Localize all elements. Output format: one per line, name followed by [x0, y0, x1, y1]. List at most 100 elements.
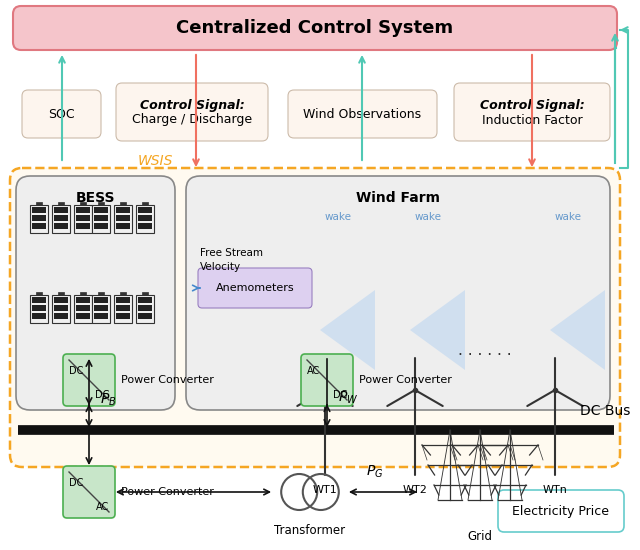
FancyBboxPatch shape	[22, 90, 101, 138]
Text: Power Converter: Power Converter	[121, 487, 214, 497]
Bar	[138, 297, 152, 303]
Bar	[136, 205, 154, 233]
Text: Charge / Discharge: Charge / Discharge	[132, 113, 252, 127]
Bar	[116, 305, 130, 311]
Text: $P_G$: $P_G$	[366, 464, 384, 480]
Bar	[116, 297, 130, 303]
Text: Induction Factor: Induction Factor	[482, 113, 582, 127]
Bar	[54, 215, 68, 221]
Bar	[32, 223, 46, 229]
Bar	[76, 223, 90, 229]
Bar	[94, 297, 108, 303]
Bar	[98, 202, 104, 205]
Bar	[92, 295, 110, 323]
Bar	[54, 297, 68, 303]
Bar	[116, 313, 130, 319]
Text: WT2: WT2	[403, 485, 428, 495]
Bar	[138, 313, 152, 319]
Bar	[138, 305, 152, 311]
FancyBboxPatch shape	[10, 168, 620, 467]
Bar	[80, 292, 86, 295]
Text: Wind Farm: Wind Farm	[356, 191, 440, 205]
Text: DC: DC	[95, 390, 109, 400]
Text: BESS: BESS	[76, 191, 115, 205]
Bar	[76, 207, 90, 213]
Bar	[142, 292, 148, 295]
Bar	[32, 207, 46, 213]
Text: $P_B$: $P_B$	[100, 392, 116, 408]
Bar	[120, 292, 126, 295]
FancyBboxPatch shape	[301, 354, 353, 406]
Bar	[94, 313, 108, 319]
Bar	[80, 202, 86, 205]
Text: DC: DC	[69, 366, 83, 376]
Text: wake: wake	[554, 212, 582, 222]
Bar	[94, 215, 108, 221]
Bar	[94, 305, 108, 311]
FancyBboxPatch shape	[186, 176, 610, 410]
Bar	[52, 205, 70, 233]
Bar	[120, 202, 126, 205]
FancyBboxPatch shape	[116, 83, 268, 141]
Polygon shape	[320, 290, 375, 370]
Text: AC: AC	[307, 366, 320, 376]
Polygon shape	[410, 290, 465, 370]
Bar	[116, 223, 130, 229]
Text: WSIS: WSIS	[138, 154, 173, 168]
FancyBboxPatch shape	[288, 90, 437, 138]
Bar	[36, 202, 42, 205]
Text: Grid: Grid	[467, 530, 493, 543]
Text: Control Signal:: Control Signal:	[140, 98, 244, 112]
Bar	[138, 223, 152, 229]
Bar	[76, 297, 90, 303]
Text: AC: AC	[96, 502, 109, 512]
FancyBboxPatch shape	[198, 268, 312, 308]
Text: DC: DC	[69, 478, 83, 488]
FancyBboxPatch shape	[13, 6, 617, 50]
Bar	[76, 305, 90, 311]
Text: Anemometers: Anemometers	[216, 283, 294, 293]
Text: $P_W$: $P_W$	[338, 390, 358, 406]
Bar	[58, 292, 64, 295]
Text: Wind Observations: Wind Observations	[303, 107, 422, 120]
Bar	[58, 202, 64, 205]
Bar	[30, 295, 48, 323]
Bar	[54, 223, 68, 229]
Bar	[138, 207, 152, 213]
Bar	[142, 202, 148, 205]
Text: Power Converter: Power Converter	[121, 375, 214, 385]
Bar	[94, 223, 108, 229]
Bar	[92, 205, 110, 233]
Text: Transformer: Transformer	[275, 524, 346, 537]
Bar	[54, 305, 68, 311]
Text: DC: DC	[333, 390, 347, 400]
Bar	[76, 215, 90, 221]
FancyBboxPatch shape	[454, 83, 610, 141]
Text: SOC: SOC	[48, 107, 75, 120]
Bar	[32, 313, 46, 319]
Text: Centralized Control System: Centralized Control System	[177, 19, 454, 37]
Text: Power Converter: Power Converter	[359, 375, 452, 385]
Bar	[116, 215, 130, 221]
Text: Control Signal:: Control Signal:	[479, 98, 584, 112]
Text: Free Stream
Velocity: Free Stream Velocity	[200, 249, 263, 272]
Bar	[94, 207, 108, 213]
Text: WTn: WTn	[543, 485, 568, 495]
Bar	[116, 207, 130, 213]
Bar	[54, 313, 68, 319]
Text: wake: wake	[415, 212, 442, 222]
Bar	[74, 295, 92, 323]
Bar	[36, 292, 42, 295]
FancyBboxPatch shape	[63, 466, 115, 518]
Bar	[32, 215, 46, 221]
Text: Electricity Price: Electricity Price	[513, 504, 609, 518]
FancyBboxPatch shape	[16, 176, 175, 410]
FancyBboxPatch shape	[63, 354, 115, 406]
Bar	[32, 297, 46, 303]
Bar	[114, 205, 132, 233]
Text: wake: wake	[324, 212, 351, 222]
Bar	[136, 295, 154, 323]
Polygon shape	[550, 290, 605, 370]
Bar	[52, 295, 70, 323]
Text: DC Bus: DC Bus	[580, 404, 630, 418]
